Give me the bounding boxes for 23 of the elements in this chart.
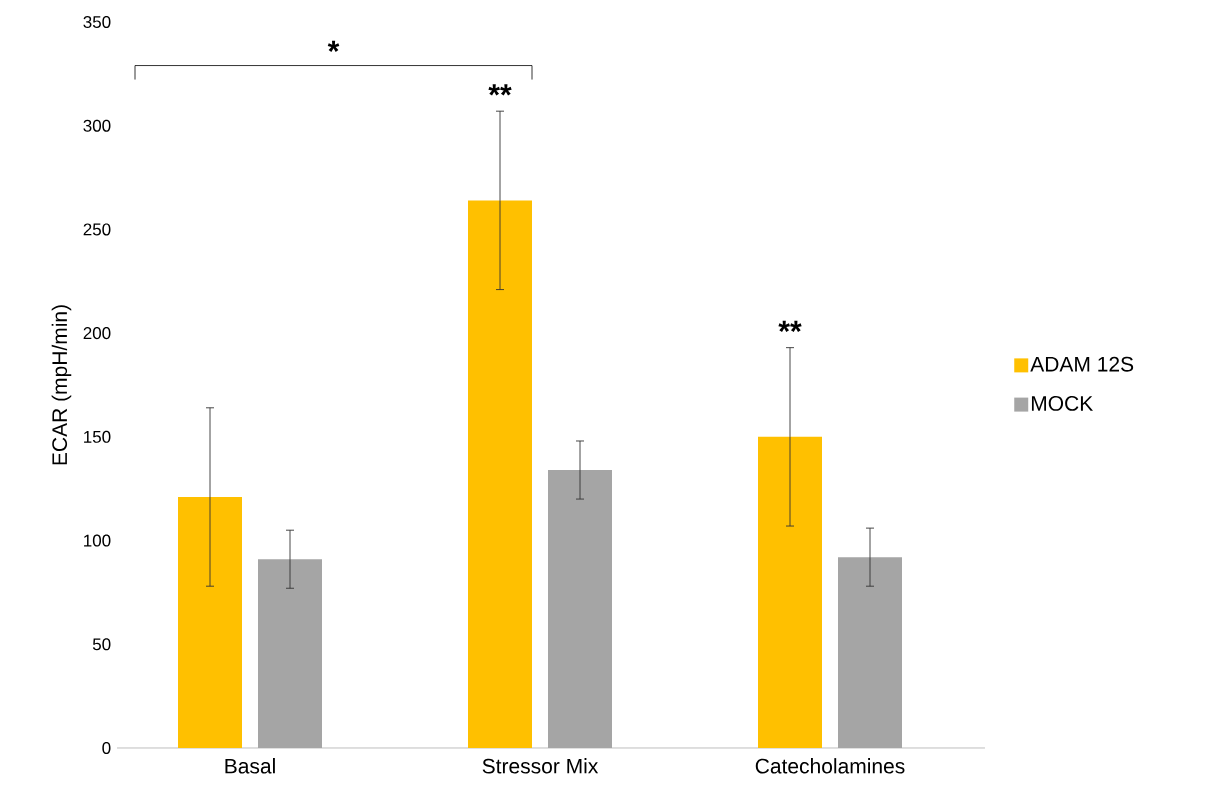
annotation: * <box>327 40 340 52</box>
bar <box>758 436 822 748</box>
x-tick-label: Stressor Mix <box>482 758 599 774</box>
bar <box>548 470 612 748</box>
x-tick-label: Basal <box>225 758 275 774</box>
annotation: ** <box>488 84 512 96</box>
x-tick-label: Catecholamines <box>755 758 905 774</box>
y-tick-label: 350 <box>83 15 111 29</box>
y-tick-label: 0 <box>102 741 111 755</box>
bar <box>468 200 532 748</box>
y-tick-label: 50 <box>92 638 111 651</box>
bar <box>838 557 902 748</box>
legend-label: ADAM 12S <box>1030 356 1134 372</box>
y-tick-label: 250 <box>83 223 111 236</box>
bar <box>178 497 243 748</box>
y-tick-label: 200 <box>83 327 111 340</box>
annotation: ** <box>778 320 802 332</box>
bar <box>258 559 323 748</box>
y-tick-label: 300 <box>83 119 111 132</box>
y-tick-label: 150 <box>84 430 111 443</box>
y-axis-title: ECAR (mpH/min) <box>51 305 72 465</box>
y-tick-label: 100 <box>84 534 111 547</box>
legend-label: MOCK <box>1031 395 1093 411</box>
